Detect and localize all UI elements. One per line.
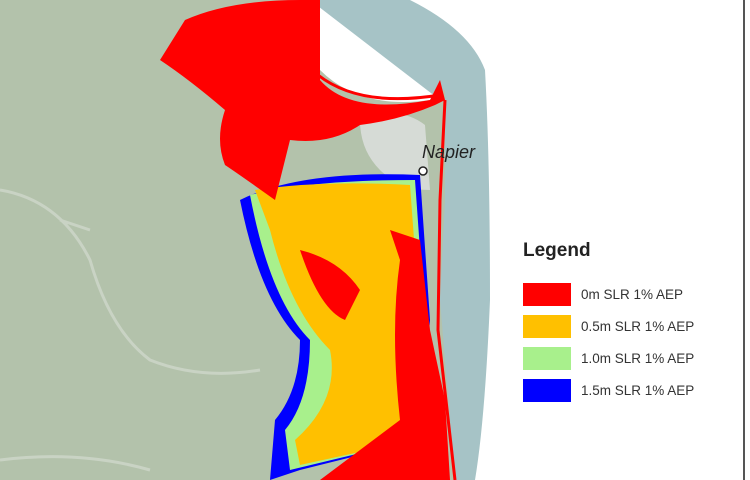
legend-item: 1.5m SLR 1% AEP [520,374,740,406]
legend-swatch-green [523,346,571,370]
napier-location-marker [418,166,428,176]
legend-item: 1.0m SLR 1% AEP [520,342,740,374]
legend-item: 0m SLR 1% AEP [520,278,740,310]
map-frame-border [743,0,745,480]
flood-0m-south [300,230,450,480]
legend-label: 0.5m SLR 1% AEP [581,318,695,334]
legend-swatch-red [523,282,571,306]
flood-0m-north [160,0,445,200]
napier-hill [360,113,430,190]
legend-label: 0m SLR 1% AEP [581,286,684,302]
place-label-napier: Napier [422,142,476,162]
flood-extent [160,0,457,480]
legend: Legend 0m SLR 1% AEP 0.5m SLR 1% AEP 1.0… [520,240,740,406]
land-texture [0,188,261,472]
legend-label: 1.0m SLR 1% AEP [581,350,695,366]
legend-swatch-blue [523,378,571,402]
flood-0-5m [255,183,420,466]
legend-item: 0.5m SLR 1% AEP [520,310,740,342]
legend-title: Legend [523,240,591,261]
legend-label: 1.5m SLR 1% AEP [581,382,695,398]
legend-swatch-orange [523,314,571,338]
coastline-strip [306,0,457,480]
